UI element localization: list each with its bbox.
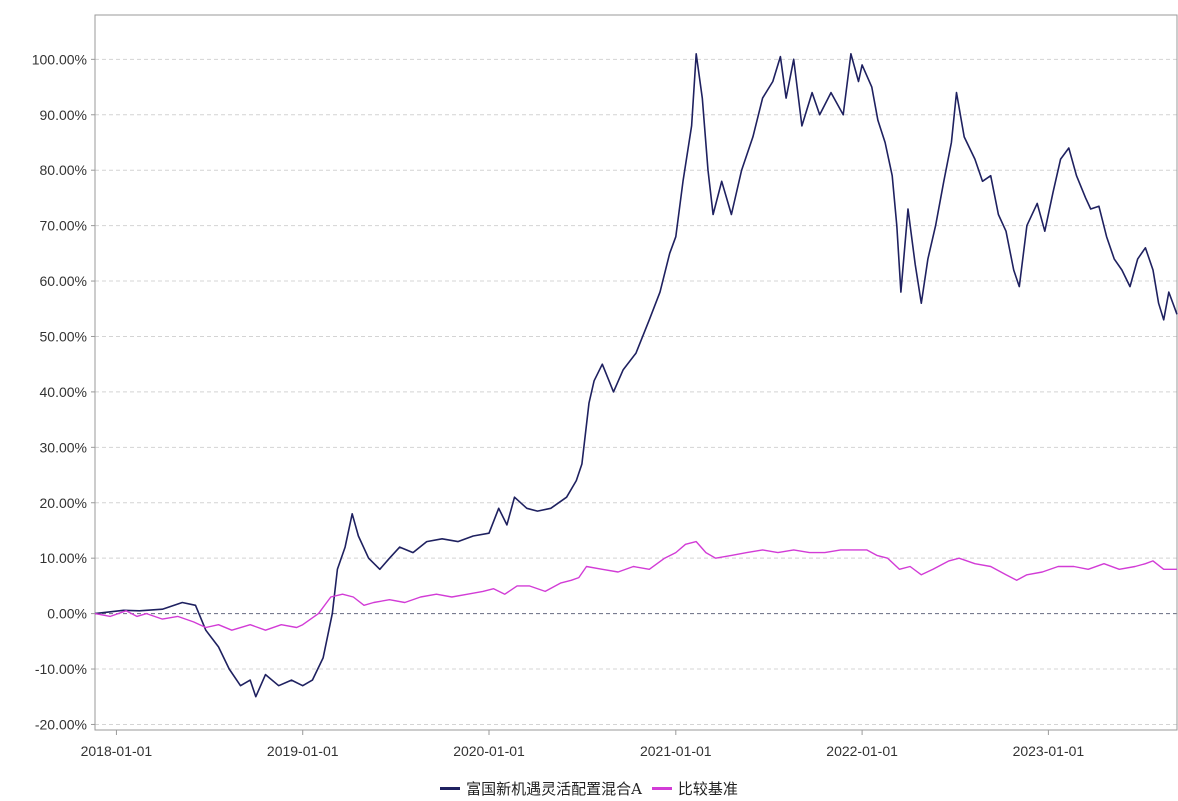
legend-item-fund[interactable]: 富国新机遇灵活配置混合A: [440, 778, 642, 799]
x-tick-label: 2023-01-01: [1013, 743, 1085, 759]
y-tick-label: 0.00%: [47, 606, 87, 622]
x-tick-label: 2019-01-01: [267, 743, 339, 759]
legend-item-benchmark[interactable]: 比较基准: [651, 778, 738, 799]
x-tick-label: 2018-01-01: [81, 743, 153, 759]
series-line-benchmark: [94, 540, 1177, 631]
series-line-fund: [94, 53, 1178, 698]
plot-frame: [94, 14, 1178, 731]
x-tick-label: 2022-01-01: [826, 743, 898, 759]
y-tick-label: 60.00%: [40, 273, 87, 289]
y-tick-label: 20.00%: [40, 495, 87, 511]
line-chart: 100.00% 90.00% 80.00% 70.00% 60.00% 50.00% 40.…: [32, 14, 1178, 759]
y-axis-tick-labels: 100.00% 90.00% 80.00% 70.00% 60.00% 50.00% 40.…: [32, 51, 87, 732]
legend-swatch-fund: [440, 786, 461, 790]
y-tick-label: 100.00%: [32, 51, 87, 67]
y-tick-label: 80.00%: [40, 162, 87, 178]
series-lines: [94, 53, 1178, 698]
y-tick-label: 40.00%: [40, 384, 87, 400]
legend-swatch-benchmark: [651, 786, 672, 790]
y-tick-label: 30.00%: [40, 439, 87, 455]
legend-label-fund: 富国新机遇灵活配置混合A: [466, 779, 642, 798]
x-tick-label: 2020-01-01: [453, 743, 525, 759]
y-tick-label: 10.00%: [40, 550, 87, 566]
y-tick-label: 90.00%: [40, 107, 87, 123]
x-axis-tick-labels: 2018-01-01 2019-01-01 2020-01-01 2021-01-01…: [81, 743, 1085, 759]
y-tick-label: -20.00%: [35, 716, 87, 732]
legend: 富国新机遇灵活配置混合A 比较基准: [0, 776, 1178, 800]
grid-lines: [95, 58, 1177, 725]
y-tick-label: -10.00%: [35, 661, 87, 677]
y-tick-label: 50.00%: [40, 328, 87, 344]
legend-label-benchmark: 比较基准: [677, 779, 738, 798]
axes: [91, 14, 1178, 735]
x-tick-label: 2021-01-01: [640, 743, 712, 759]
y-tick-label: 70.00%: [40, 218, 87, 234]
